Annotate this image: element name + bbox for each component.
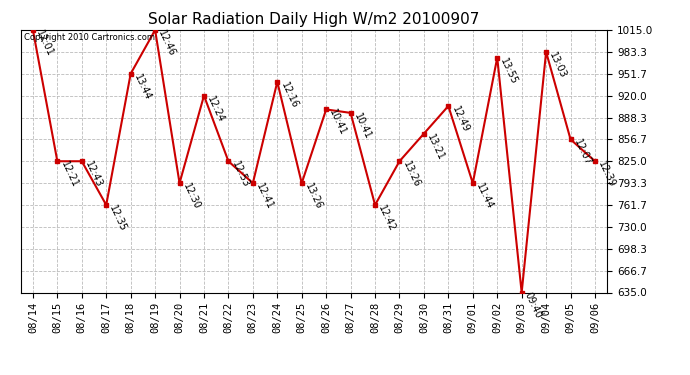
- Text: 12:41: 12:41: [254, 182, 275, 211]
- Text: 12:53: 12:53: [230, 160, 250, 189]
- Text: 13:26: 13:26: [401, 160, 422, 189]
- Text: 12:39: 12:39: [596, 160, 618, 189]
- Text: 13:03: 13:03: [547, 51, 569, 80]
- Text: 10:41: 10:41: [328, 108, 348, 137]
- Text: 12:46: 12:46: [157, 28, 177, 58]
- Text: 12:16: 12:16: [279, 80, 299, 110]
- Text: 12:43: 12:43: [83, 160, 104, 189]
- Text: 12:07: 12:07: [572, 138, 593, 168]
- Text: 12:21: 12:21: [59, 160, 79, 189]
- Text: 12:24: 12:24: [206, 94, 226, 124]
- Text: Copyright 2010 Cartronics.com: Copyright 2010 Cartronics.com: [23, 33, 155, 42]
- Text: 12:49: 12:49: [450, 105, 471, 134]
- Text: 13:26: 13:26: [303, 182, 324, 211]
- Text: 10:41: 10:41: [352, 111, 373, 141]
- Text: 12:01: 12:01: [34, 28, 55, 58]
- Text: 12:30: 12:30: [181, 182, 201, 211]
- Text: 13:44: 13:44: [132, 72, 153, 102]
- Text: 12:35: 12:35: [108, 204, 128, 233]
- Title: Solar Radiation Daily High W/m2 20100907: Solar Radiation Daily High W/m2 20100907: [148, 12, 480, 27]
- Text: 13:55: 13:55: [499, 56, 520, 86]
- Text: 09:40: 09:40: [523, 291, 544, 321]
- Text: 11:44: 11:44: [474, 182, 495, 211]
- Text: 12:42: 12:42: [377, 204, 397, 233]
- Text: 13:21: 13:21: [425, 132, 446, 162]
